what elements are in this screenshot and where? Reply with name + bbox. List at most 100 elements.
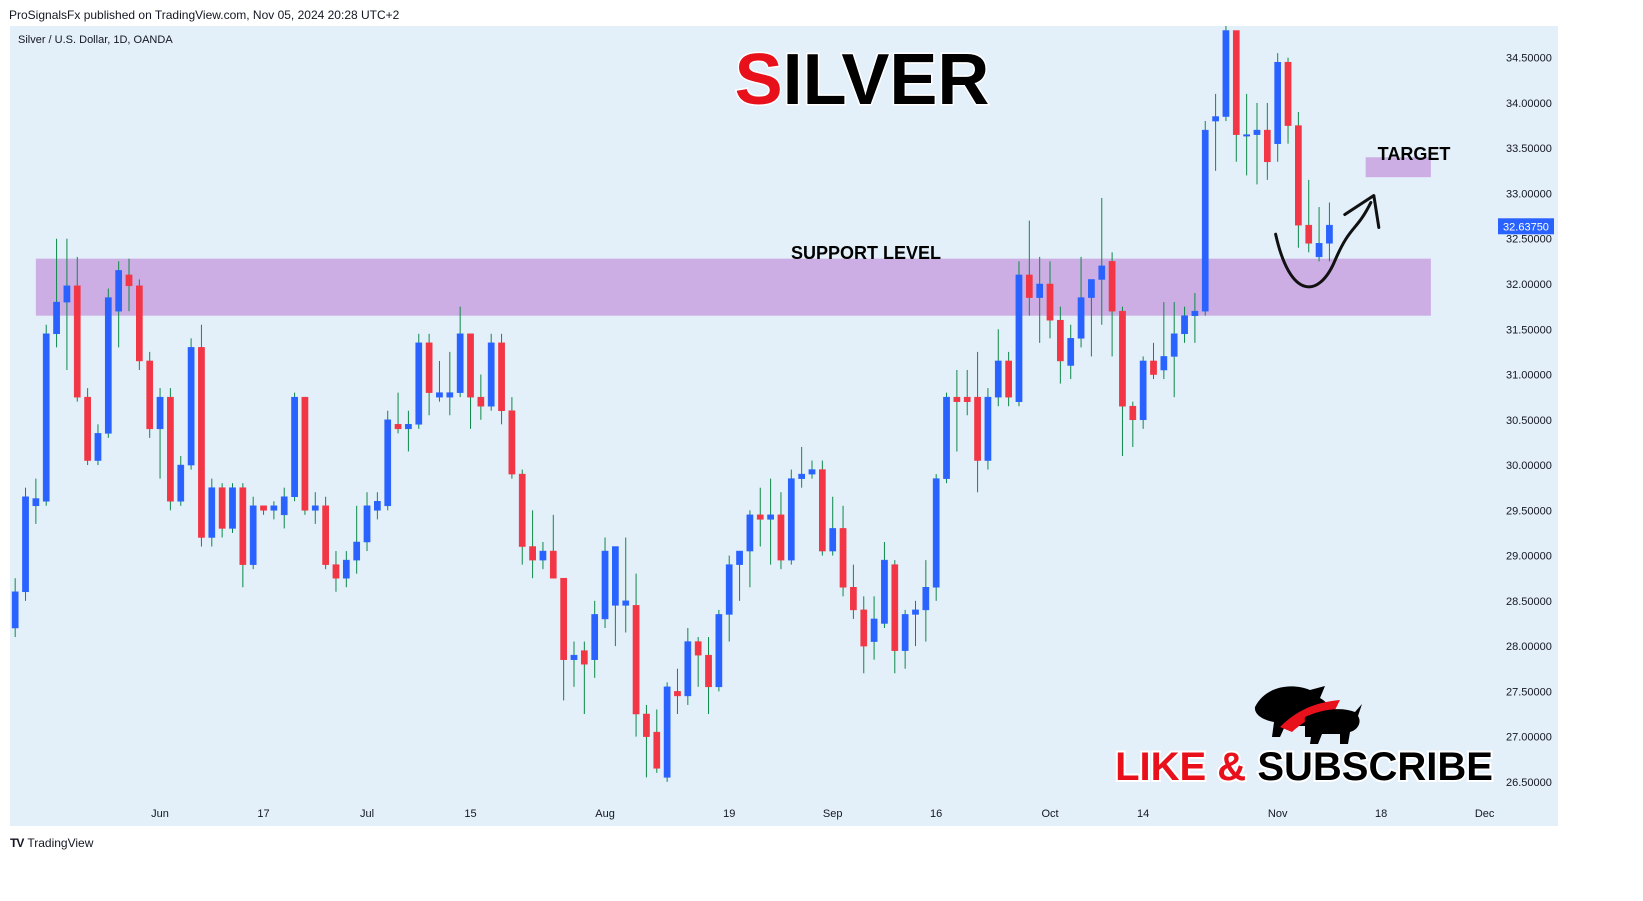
candle	[1139, 356, 1147, 429]
candle	[477, 374, 485, 420]
x-tick-label: Oct	[1041, 808, 1058, 820]
candle	[891, 560, 899, 674]
candle	[694, 637, 702, 687]
candle-body	[73, 285, 81, 398]
candle-body	[612, 546, 619, 606]
candle	[612, 546, 619, 647]
candle-body	[974, 396, 981, 461]
candle	[674, 668, 681, 714]
candle	[1057, 306, 1064, 384]
publisher-line: ProSignalsFx published on TradingView.co…	[9, 8, 400, 22]
candle	[1212, 93, 1219, 171]
candle	[1222, 26, 1230, 122]
candle-body	[260, 505, 267, 511]
candle-body	[467, 333, 474, 398]
candle	[332, 551, 340, 592]
support-zone	[35, 258, 1431, 316]
candle	[1305, 179, 1313, 253]
x-tick-label: Dec	[1475, 808, 1495, 820]
candle-body	[1222, 30, 1230, 117]
candle-body	[94, 433, 102, 461]
candle	[280, 487, 288, 529]
candle-body	[839, 528, 847, 588]
y-tick-label: 28.50000	[1506, 596, 1552, 608]
footer[interactable]: TV TradingView	[10, 836, 93, 850]
candle-body	[632, 605, 640, 715]
candle	[1191, 293, 1199, 343]
candle-body	[653, 731, 661, 769]
candle	[632, 573, 640, 737]
candle-body	[1191, 310, 1199, 316]
candle	[146, 351, 154, 438]
candle-body	[932, 478, 940, 588]
candle-body	[663, 686, 671, 778]
last-price-label: 32.63750	[1503, 221, 1549, 233]
candle-body	[498, 342, 505, 411]
candle	[22, 487, 29, 601]
x-tick-label: Jun	[151, 808, 169, 820]
x-tick-label: 16	[930, 808, 942, 820]
candle-body	[218, 487, 226, 529]
candle-body	[84, 396, 91, 461]
candle-body	[684, 641, 692, 697]
candle	[436, 360, 443, 402]
candle	[663, 682, 671, 782]
symbol-info: Silver / U.S. Dollar, 1D, OANDA	[18, 34, 173, 46]
candle-body	[943, 396, 950, 479]
y-tick-label: 32.00000	[1506, 279, 1552, 291]
candle	[322, 496, 329, 570]
candle	[104, 288, 112, 438]
y-tick-label: 31.50000	[1506, 324, 1552, 336]
candle	[818, 460, 826, 556]
candle-body	[912, 609, 919, 615]
candle-body	[1201, 129, 1209, 312]
candle-body	[1057, 319, 1064, 362]
candle	[291, 392, 298, 502]
candle-body	[994, 360, 1002, 398]
candle	[643, 704, 650, 778]
candle	[42, 324, 50, 506]
candle-body	[1181, 315, 1188, 335]
title-rest: ILVER	[783, 40, 990, 120]
x-tick-label: 17	[257, 808, 269, 820]
candle-body	[280, 496, 288, 516]
candle	[1263, 102, 1271, 180]
candle-body	[984, 396, 992, 461]
candle-body	[53, 301, 60, 335]
candle	[1098, 198, 1106, 325]
candle	[446, 351, 454, 416]
candle	[580, 641, 588, 714]
candle-body	[11, 591, 19, 629]
candle	[260, 505, 267, 515]
candle-body	[549, 550, 557, 579]
candle	[1232, 30, 1240, 162]
candle	[1088, 279, 1095, 357]
candle-body	[777, 514, 785, 561]
candle-body	[922, 587, 930, 611]
support-level-label: SUPPORT LEVEL	[791, 243, 941, 263]
candle-body	[374, 501, 381, 511]
candle	[301, 396, 309, 515]
candle-body	[42, 333, 50, 502]
candle	[1046, 261, 1054, 339]
candle-body	[508, 410, 516, 475]
candle-body	[1150, 360, 1157, 375]
candle-body	[1129, 405, 1137, 421]
candle-body	[560, 577, 567, 660]
candle-body	[715, 614, 723, 688]
candle	[963, 370, 971, 416]
candle-body	[891, 564, 899, 651]
candle-body	[332, 564, 340, 579]
candle	[860, 596, 868, 674]
candle	[156, 388, 164, 479]
candle-body	[177, 464, 185, 502]
candle-body	[1005, 360, 1012, 398]
candle	[622, 537, 630, 633]
candle	[601, 537, 609, 628]
candle	[425, 333, 433, 416]
tradingview-logo-icon: TV	[10, 836, 24, 850]
candle-body	[208, 487, 216, 538]
candle-body	[1263, 129, 1271, 163]
candle-body	[384, 419, 392, 507]
